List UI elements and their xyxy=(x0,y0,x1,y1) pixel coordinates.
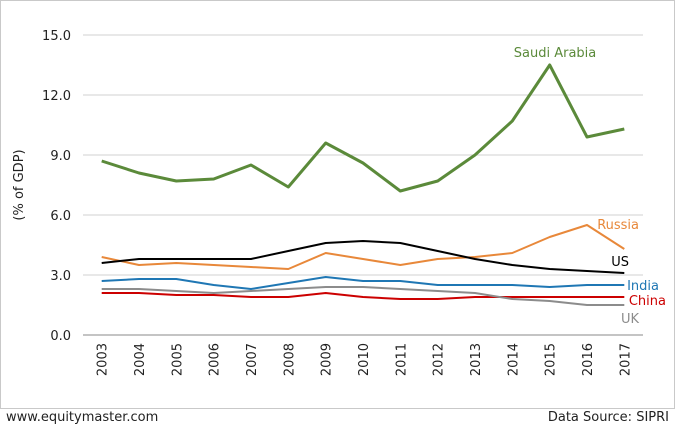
x-tick-label: 2012 xyxy=(432,343,447,376)
x-tick-label: 2008 xyxy=(282,343,297,376)
series-label-uk: UK xyxy=(621,312,640,327)
y-tick-label: 3.0 xyxy=(50,269,71,284)
x-tick-label: 2017 xyxy=(618,343,633,376)
series-line-china xyxy=(101,292,625,300)
chart-frame: 0.0 3.0 6.0 9.0 12.0 15.0 2003 2004 2005 2006 200… xyxy=(0,0,675,409)
website-credit: www.equitymaster.com xyxy=(6,410,159,425)
y-tick-label: 12.0 xyxy=(42,89,71,104)
series-label-saudi-arabia: Saudi Arabia xyxy=(514,46,597,61)
series-line-uk xyxy=(101,286,625,306)
x-tick-label: 2015 xyxy=(544,343,559,376)
y-axis-label: (% of GDP) xyxy=(12,149,27,220)
series-line-india xyxy=(101,276,625,290)
gridlines xyxy=(83,34,643,336)
data-source: Data Source: SIPRI xyxy=(547,410,669,425)
x-tick-label: 2010 xyxy=(357,343,372,376)
x-tick-labels: 2003 2004 2005 2006 2007 2008 2009 2010 2011 2012… xyxy=(96,343,634,376)
series-lines xyxy=(101,63,625,306)
y-tick-label: 9.0 xyxy=(50,149,71,164)
y-tick-label: 6.0 xyxy=(50,209,71,224)
series-label-russia: Russia xyxy=(597,218,639,233)
line-chart: 0.03.06.09.012.015.0 2003 2004 2005 2006 200… xyxy=(12,29,666,376)
x-tick-label: 2007 xyxy=(245,343,260,376)
x-tick-label: 2003 xyxy=(96,343,111,376)
x-tick-label: 2016 xyxy=(581,343,596,376)
series-label-india: India xyxy=(627,279,659,294)
y-tick-labels: 0.0 3.0 6.0 9.0 12.0 15.0 xyxy=(42,29,71,344)
x-tick-label: 2005 xyxy=(170,343,185,376)
x-tick-label: 2013 xyxy=(469,343,484,376)
x-tick-label: 2004 xyxy=(133,343,148,376)
x-tick-label: 2009 xyxy=(320,343,335,376)
x-tick-label: 2014 xyxy=(506,343,521,376)
x-tick-label: 2011 xyxy=(394,343,409,376)
y-tick-label: 0.0 xyxy=(50,329,71,344)
series-label-china: China xyxy=(629,294,666,309)
series-label-us: US xyxy=(611,255,629,270)
series-line-us xyxy=(101,240,625,274)
series-line-russia xyxy=(101,224,625,270)
series-line-saudi-arabia xyxy=(101,63,625,193)
x-tick-label: 2006 xyxy=(208,343,223,376)
y-tick-label: 15.0 xyxy=(42,29,71,44)
